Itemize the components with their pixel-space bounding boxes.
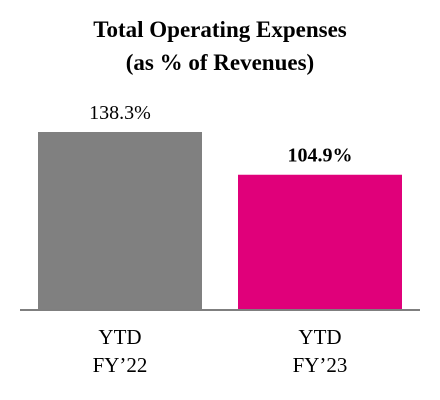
data-label-1: 138.3% — [89, 102, 151, 124]
bar-1 — [38, 132, 202, 309]
bar-2 — [238, 174, 402, 309]
x-tick-label-2-line-2: FY’23 — [292, 353, 348, 377]
x-tick-label-1-line-1: YTD — [98, 325, 142, 349]
data-label-2: 104.9% — [288, 145, 353, 167]
x-tick-label-2-line-1: YTD — [298, 325, 342, 349]
chart-title-line-1: Total Operating Expenses — [93, 17, 347, 42]
x-tick-label-1-line-2: FY’22 — [92, 353, 148, 377]
chart-title-line-2: (as % of Revenues) — [125, 50, 315, 75]
